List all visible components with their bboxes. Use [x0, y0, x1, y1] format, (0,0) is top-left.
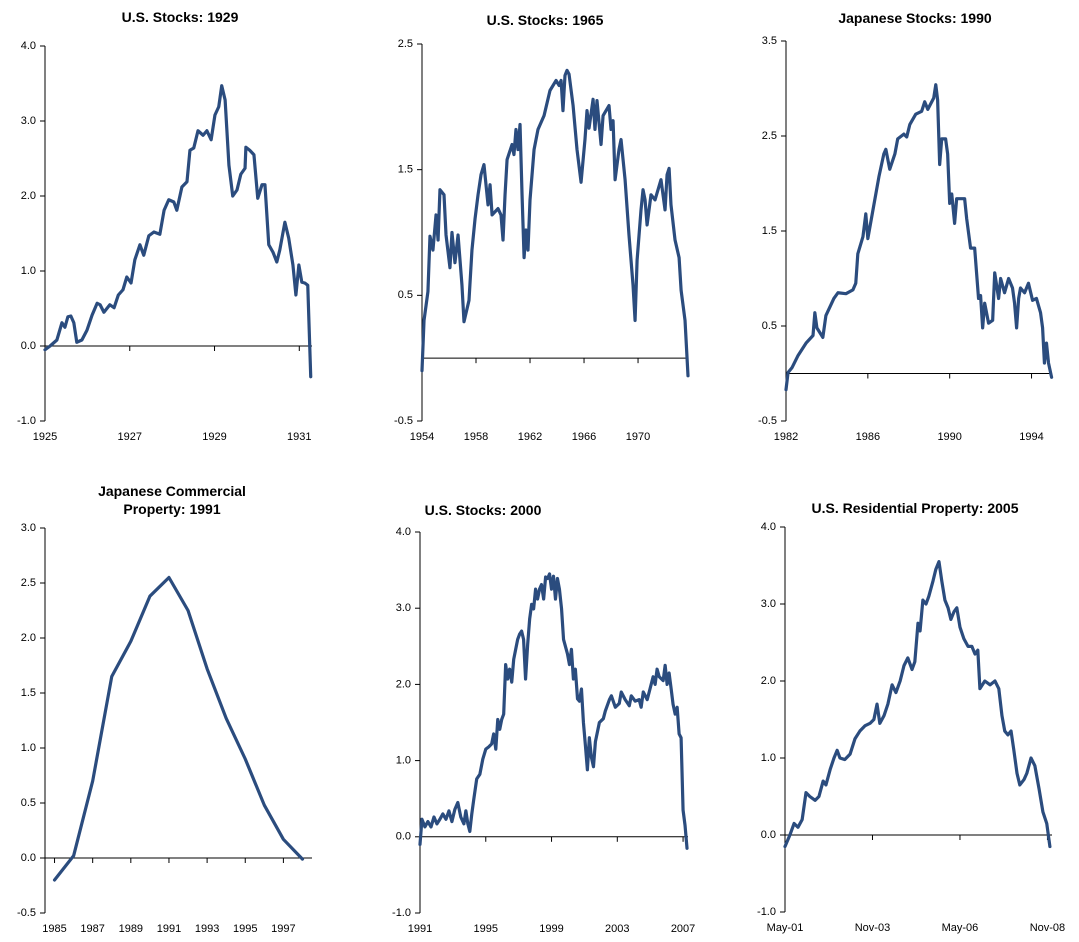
y-tick-label: 4.0 — [761, 521, 776, 533]
x-tick-label: 1954 — [410, 431, 434, 443]
x-tick-label: 1991 — [157, 923, 181, 935]
chart-title: U.S. Stocks: 2000 — [424, 502, 542, 518]
x-tick-label: 2003 — [605, 923, 629, 935]
data-line — [52, 575, 305, 882]
y-tick-label: 0.0 — [761, 829, 776, 841]
y-tick-label: 0.5 — [762, 320, 777, 332]
y-tick-label: 1.0 — [21, 742, 36, 754]
y-tick-label: 0.5 — [398, 289, 413, 301]
x-tick-label: 1927 — [118, 431, 142, 443]
y-tick-label: 2.5 — [21, 577, 36, 589]
x-tick-label: 1925 — [33, 431, 57, 443]
y-tick-label: 0.0 — [396, 831, 411, 843]
y-tick-label: 2.5 — [762, 130, 777, 142]
y-tick-label: 1.5 — [398, 164, 413, 176]
y-tick-label: 1.0 — [21, 265, 36, 277]
data-line — [420, 68, 690, 378]
x-tick-label: May-01 — [767, 922, 804, 934]
y-tick-label: -1.0 — [392, 907, 411, 919]
y-tick-label: -1.0 — [757, 906, 776, 918]
chart-title: U.S. Residential Property: 2005 — [811, 500, 1019, 516]
y-tick-label: 3.0 — [21, 522, 36, 534]
x-tick-label: 1982 — [774, 431, 798, 443]
y-tick-label: -0.5 — [758, 415, 777, 427]
y-tick-label: -0.5 — [17, 907, 36, 919]
x-tick-label: 1994 — [1019, 431, 1043, 443]
x-tick-label: May-06 — [942, 922, 979, 934]
x-tick-label: 1962 — [518, 431, 542, 443]
x-tick-label: 1929 — [202, 431, 226, 443]
x-tick-label: 1931 — [287, 431, 311, 443]
y-tick-label: 1.0 — [396, 755, 411, 767]
y-tick-label: 2.0 — [396, 678, 411, 690]
y-tick-label: 3.0 — [761, 598, 776, 610]
chart-title: Japanese Stocks: 1990 — [838, 10, 992, 26]
data-line — [418, 572, 689, 850]
y-tick-label: 0.5 — [21, 797, 36, 809]
x-tick-label: 1995 — [474, 923, 498, 935]
y-tick-label: -0.5 — [394, 415, 413, 427]
x-tick-label: Nov-03 — [855, 922, 890, 934]
data-line — [784, 83, 1054, 392]
y-tick-label: 3.0 — [21, 115, 36, 127]
chart-title: Japanese Commercial Property: 1991 — [98, 483, 246, 517]
y-tick-label: 0.0 — [21, 340, 36, 352]
x-tick-label: 1990 — [937, 431, 961, 443]
y-tick-label: 2.0 — [761, 675, 776, 687]
y-tick-label: 1.5 — [762, 225, 777, 237]
chart-title: U.S. Stocks: 1929 — [121, 9, 239, 25]
y-tick-label: 3.5 — [762, 35, 777, 47]
x-tick-label: 1970 — [626, 431, 650, 443]
data-line — [783, 560, 1052, 849]
x-tick-label: 1966 — [572, 431, 596, 443]
y-tick-label: 0.0 — [21, 852, 36, 864]
y-tick-label: 2.0 — [21, 190, 36, 202]
x-tick-label: 1997 — [271, 923, 295, 935]
x-tick-label: Nov-08 — [1030, 922, 1065, 934]
y-tick-label: 2.0 — [21, 632, 36, 644]
x-tick-label: 1958 — [464, 431, 488, 443]
x-tick-label: 1989 — [119, 923, 143, 935]
x-tick-label: 1987 — [80, 923, 104, 935]
x-tick-label: 2007 — [671, 923, 695, 935]
y-tick-label: 4.0 — [396, 526, 411, 538]
x-tick-label: 1993 — [195, 923, 219, 935]
data-line — [43, 84, 313, 379]
x-tick-label: 1991 — [408, 923, 432, 935]
y-tick-label: -1.0 — [17, 415, 36, 427]
x-tick-label: 1995 — [233, 923, 257, 935]
y-tick-label: 2.5 — [398, 38, 413, 50]
x-tick-label: 1999 — [539, 923, 563, 935]
y-tick-label: 1.5 — [21, 687, 36, 699]
x-tick-label: 1985 — [42, 923, 66, 935]
y-tick-label: 1.0 — [761, 752, 776, 764]
y-tick-label: 3.0 — [396, 602, 411, 614]
chart-title: U.S. Stocks: 1965 — [486, 12, 604, 28]
y-tick-label: 4.0 — [21, 40, 36, 52]
x-tick-label: 1986 — [856, 431, 880, 443]
